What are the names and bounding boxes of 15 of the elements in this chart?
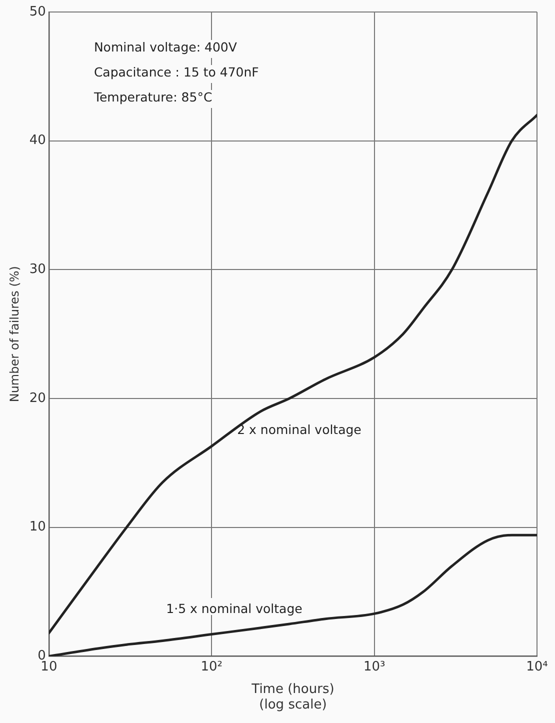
- annotation: Temperature: 85°C: [92, 90, 212, 104]
- x-axis-title: Time (hours) (log scale): [250, 682, 334, 713]
- annotation: Nominal voltage: 400V: [94, 40, 238, 54]
- y-tick-label: 40: [29, 133, 46, 148]
- x-tick-label: 10⁴: [526, 659, 548, 674]
- x-tick-label: 10²: [200, 659, 223, 674]
- y-tick-label: 30: [29, 262, 46, 278]
- y-tick-label: 20: [29, 390, 46, 406]
- y-axis-title: Number of failures (%): [7, 266, 22, 402]
- y-tick-label: 10: [29, 520, 46, 535]
- annotation: Capacitance : 15 to 470nF: [94, 64, 259, 80]
- y-tick-label: 50: [29, 4, 46, 20]
- series-label: 1·5 x nominal voltage: [166, 600, 303, 616]
- x-tick-label: 10³: [363, 659, 386, 674]
- x-tick-label: 10: [40, 659, 58, 674]
